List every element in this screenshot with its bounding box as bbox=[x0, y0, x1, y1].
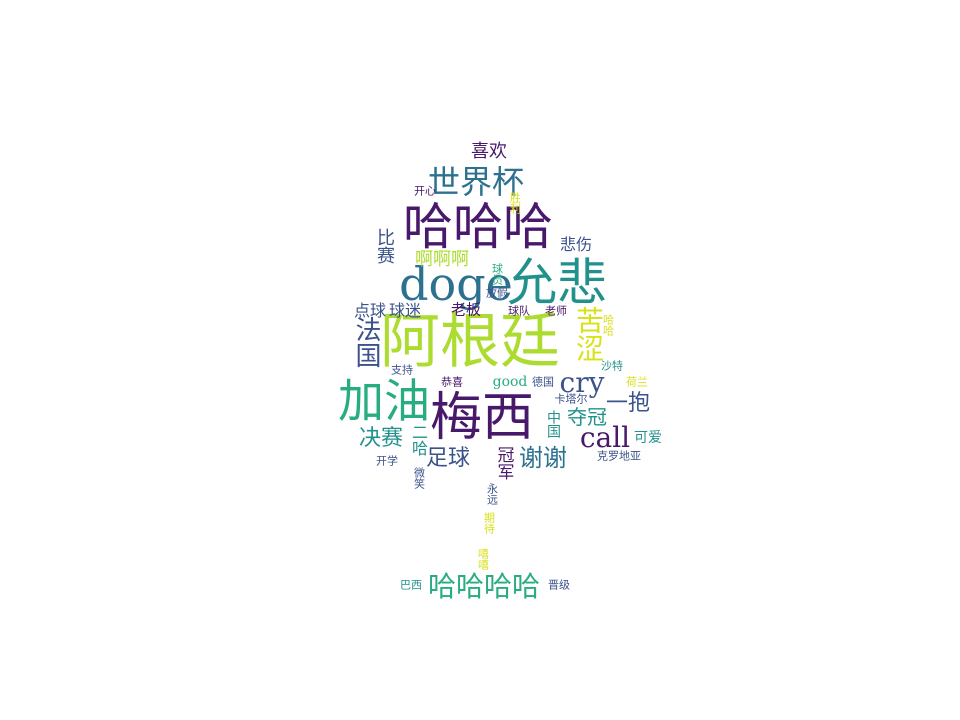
cloud-word: 克罗地亚 bbox=[597, 449, 641, 463]
cloud-word: 沙特 bbox=[601, 359, 623, 373]
cloud-word: 冠军 bbox=[493, 446, 514, 480]
cloud-word: 德国 bbox=[532, 375, 554, 389]
cloud-word: 苦涩 bbox=[572, 306, 605, 362]
cloud-word: 啊啊啊 bbox=[415, 249, 469, 270]
cloud-word: 哈哈哈 bbox=[403, 198, 553, 256]
cloud-word: 阿根廷 bbox=[380, 307, 560, 377]
cloud-word: 支持 bbox=[391, 363, 413, 377]
cloud-word: 哈哈哈哈 bbox=[427, 570, 541, 603]
cloud-word: 足球 bbox=[425, 446, 471, 471]
cloud-word: 球员 bbox=[490, 263, 504, 285]
cloud-word: 哈哈 bbox=[601, 314, 615, 336]
cloud-word: 晋级 bbox=[548, 578, 570, 592]
cloud-word: 法国 bbox=[351, 316, 381, 368]
cloud-word: 决赛 bbox=[358, 426, 404, 451]
cloud-word: 期待 bbox=[482, 512, 496, 534]
cloud-word: 荷兰 bbox=[626, 375, 648, 389]
cloud-word: 喜欢 bbox=[471, 141, 507, 162]
cloud-word: 胜利 bbox=[508, 192, 522, 214]
cloud-word: 中国 bbox=[545, 410, 561, 438]
cloud-word: 世界杯 bbox=[427, 163, 525, 201]
cloud-word: 梅西 bbox=[429, 388, 535, 448]
cloud-word: 允悲 bbox=[507, 254, 607, 312]
cloud-word: 球队 bbox=[508, 304, 530, 318]
cloud-word: 开心 bbox=[414, 184, 436, 198]
cloud-word: 加油 bbox=[338, 374, 430, 428]
cloud-word: 比赛 bbox=[374, 228, 395, 264]
cloud-word: 一抱 bbox=[605, 391, 651, 416]
cloud-word: 巴西 bbox=[400, 578, 422, 592]
cloud-word: 永远 bbox=[485, 483, 499, 505]
cloud-word: 恭喜 bbox=[441, 375, 463, 389]
cloud-word: 卡塔尔 bbox=[554, 392, 588, 406]
cloud-word: doge bbox=[399, 257, 513, 311]
cloud-word: 老板 bbox=[450, 300, 482, 319]
cloud-word: 可爱 bbox=[634, 430, 662, 446]
cloud-word: 放假 bbox=[486, 286, 508, 300]
cloud-word: 球迷 bbox=[388, 301, 422, 320]
cloud-word: cry bbox=[559, 366, 605, 399]
cloud-word: call bbox=[579, 421, 631, 454]
cloud-word: 点球 bbox=[353, 301, 387, 320]
cloud-word: 夺冠 bbox=[567, 405, 607, 429]
cloud-word: 嘻嘻 bbox=[476, 548, 490, 570]
cloud-word: 微笑 bbox=[412, 467, 426, 489]
cloud-word: good bbox=[492, 374, 528, 390]
cloud-word: 谢谢 bbox=[519, 444, 567, 472]
cloud-word: 二哈 bbox=[409, 424, 428, 456]
cloud-word: 老师 bbox=[545, 304, 567, 318]
cloud-word: 开学 bbox=[376, 454, 398, 468]
cloud-word: 悲伤 bbox=[559, 235, 593, 254]
